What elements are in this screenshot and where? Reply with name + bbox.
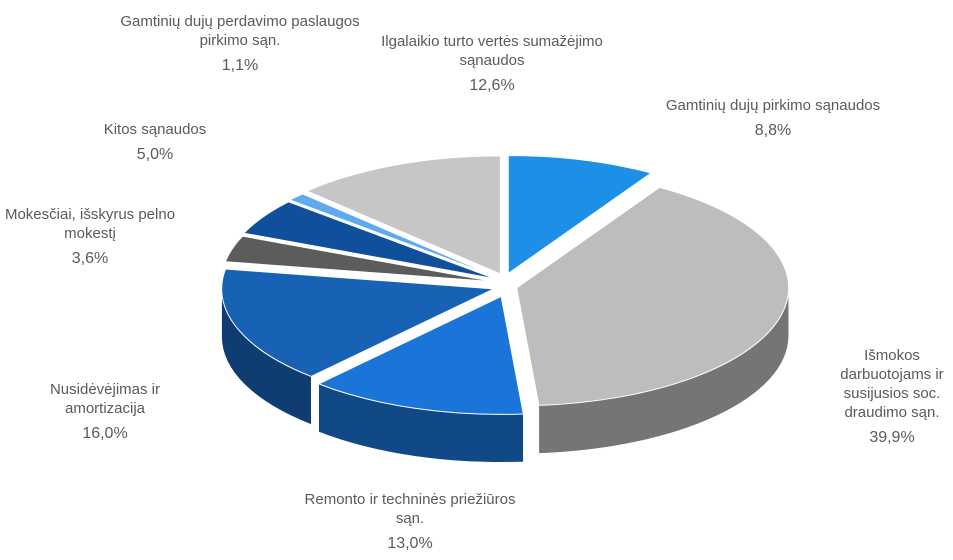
data-label: Mokesčiai, išskyrus pelno mokestį 3,6%: [0, 205, 190, 268]
value-label: 3,6%: [71, 250, 109, 267]
category-label: Gamtinių dujų perdavimo paslaugos pirkim…: [120, 13, 360, 49]
category-label: Remonto ir techninės priežiūros sąn.: [304, 491, 516, 527]
data-label: Remonto ir techninės priežiūros sąn. 13,0…: [290, 490, 530, 553]
category-label: Gamtinių dujų pirkimo sąnaudos: [665, 97, 881, 114]
slice: [507, 154, 653, 275]
data-label: Gamtinių dujų perdavimo paslaugos pirkim…: [115, 12, 365, 75]
value-label: 8,8%: [754, 122, 792, 139]
value-label: 39,9%: [869, 429, 915, 446]
data-label: Ilgalaikio turto vertės sumažėjimo sąnau…: [377, 32, 607, 95]
value-label: 13,0%: [387, 535, 433, 552]
data-label: Kitos sąnaudos 5,0%: [104, 120, 207, 164]
data-label: Išmokos darbuotojams ir susijusios soc. …: [822, 346, 953, 447]
slice: [288, 193, 497, 278]
category-label: Nusidėvėjimas ir amortizacija: [49, 381, 161, 417]
slice: [317, 295, 524, 415]
slice: [221, 268, 496, 377]
category-label: Išmokos darbuotojams ir susijusios soc. …: [840, 347, 944, 421]
value-label: 5,0%: [136, 146, 174, 163]
data-label: Gamtinių dujų pirkimo sąnaudos 8,8%: [666, 96, 880, 140]
category-label: Kitos sąnaudos: [103, 121, 207, 138]
category-label: Ilgalaikio turto vertės sumažėjimo sąnau…: [381, 33, 603, 69]
data-label: Nusidėvėjimas ir amortizacija 16,0%: [10, 380, 200, 443]
value-label: 12,6%: [469, 77, 515, 94]
slice: [516, 186, 790, 406]
value-label: 1,1%: [221, 57, 259, 74]
slice: [242, 201, 495, 280]
slice: [224, 235, 494, 283]
slice: [305, 155, 501, 275]
category-label: Mokesčiai, išskyrus pelno mokestį: [4, 206, 176, 242]
value-label: 16,0%: [82, 425, 128, 442]
